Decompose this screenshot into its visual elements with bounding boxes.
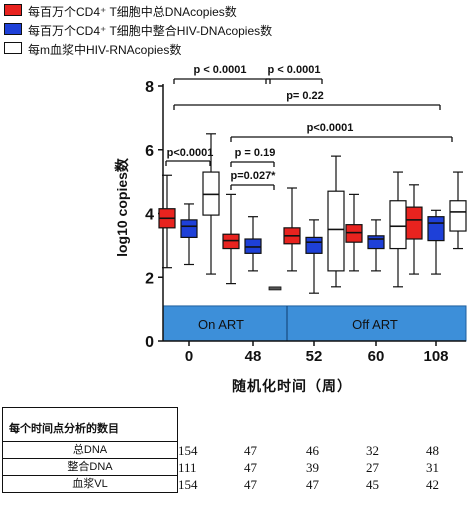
legend-label: 每百万个CD4⁺ T细胞中整合HIV-DNAcopies数	[28, 24, 273, 38]
legend-swatch-white	[4, 42, 22, 54]
table-cell: 111	[178, 460, 197, 475]
table-cell: 154	[178, 443, 198, 458]
x-tick-label: 108	[423, 348, 448, 365]
box-body	[180, 219, 198, 239]
box-body	[305, 236, 323, 254]
table-title: 每个时间点分析的数目	[2, 407, 178, 442]
table-cell: 42	[426, 477, 439, 492]
p-value-label: p=0.027*	[231, 170, 277, 182]
table-cell: 47	[244, 460, 257, 475]
p-value-label: p < 0.0001	[268, 64, 321, 76]
art-phase-band	[162, 305, 467, 342]
legend-swatch-red	[4, 4, 22, 16]
table-cell: 32	[366, 443, 379, 458]
x-tick-label: 52	[306, 348, 323, 365]
p-value-label: p= 0.22	[286, 90, 324, 102]
y-tick-label: 8	[145, 79, 154, 96]
p-value-label: p<0.0001	[307, 122, 354, 134]
y-tick-label: 0	[145, 334, 154, 351]
p-value-label: p = 0.19	[235, 147, 276, 159]
legend-label: 每百万个CD4⁺ T细胞中总DNAcopies数	[28, 5, 237, 19]
p-value-label: p < 0.0001	[194, 64, 247, 76]
legend-swatch-blue	[4, 23, 22, 35]
row-label: 总DNA	[2, 442, 178, 459]
y-axis-label: log10 copies数	[114, 157, 130, 257]
y-tick-label: 2	[145, 270, 154, 287]
box-body	[367, 235, 385, 250]
phase-label: On ART	[198, 317, 244, 332]
chart: On ART Off ART 0 2 4 6 8 0 48 52 60 108 log10 copies…	[114, 64, 467, 365]
box-body	[427, 216, 445, 242]
table-row: 整合DNA 111 47 39 27 31	[2, 459, 474, 476]
box-body	[405, 206, 423, 240]
box-body	[449, 200, 467, 232]
p-value-label: p<0.0001	[167, 147, 214, 159]
x-tick-label: 60	[368, 348, 385, 365]
table-cell: 31	[426, 460, 439, 475]
y-tick-label: 6	[145, 143, 154, 160]
table-row: 总DNA 154 47 46 32 48	[2, 442, 474, 459]
table-cell: 45	[366, 477, 379, 492]
x-tick-label: 0	[185, 348, 193, 365]
table-row: 血浆VL 154 47 47 45 42	[2, 476, 474, 493]
table-cell: 154	[178, 477, 198, 492]
box-body	[389, 200, 407, 250]
table-cell: 47	[244, 477, 257, 492]
phase-label: Off ART	[352, 317, 398, 332]
table-cell: 46	[306, 443, 319, 458]
x-tick-label: 48	[245, 348, 262, 365]
table-cell: 47	[306, 477, 319, 492]
table-cell: 27	[366, 460, 379, 475]
table-cell: 48	[426, 443, 439, 458]
x-axis-label: 随机化时间（周）	[232, 378, 352, 394]
box-flat-marker	[268, 286, 282, 291]
box-body	[327, 190, 345, 272]
row-label: 整合DNA	[2, 459, 178, 476]
row-label: 血浆VL	[2, 476, 178, 493]
table-cell: 39	[306, 460, 319, 475]
table-cell: 47	[244, 443, 257, 458]
legend-label: 每m血浆中HIV-RNAcopies数	[28, 43, 182, 57]
y-tick-label: 4	[145, 207, 154, 224]
